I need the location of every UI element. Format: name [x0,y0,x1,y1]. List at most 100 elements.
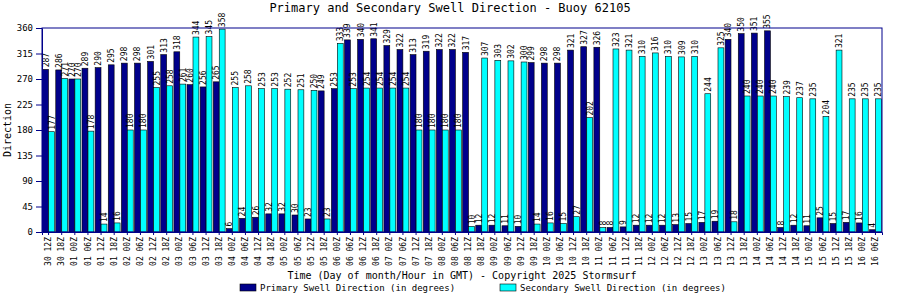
data-label: 23 [323,207,332,217]
bar [495,60,501,232]
tick: 10 06Z [556,232,565,266]
tick-label: 12 06Z [661,237,670,266]
data-label: 301 [147,45,156,60]
tick: 15 00Z [805,232,814,266]
data-label: 177 [48,115,57,130]
bar [240,218,246,232]
data-label: 16 [855,211,864,221]
tick: 06 12Z [359,232,368,266]
tick-label: 10 06Z [556,237,565,266]
data-label: 253 [330,72,339,87]
data-label: 4 [868,223,877,228]
bar [154,88,160,233]
data-label: 309 [678,40,687,55]
bar [436,50,442,232]
bar [521,62,527,232]
bar [534,224,540,232]
bar [62,78,68,232]
tick: 12 00Z [648,232,657,266]
data-label: 319 [422,35,431,50]
tick: 15 12Z [832,232,841,266]
tick-mark [626,232,627,235]
bar [463,52,469,232]
tick-mark [507,232,508,235]
data-label: 253 [271,72,280,87]
tick-label: 03 06Z [188,237,197,266]
data-label: 251 [297,73,306,88]
bar [88,131,94,232]
data-label: 18 [730,210,739,220]
bar [568,50,574,232]
bar [784,97,790,232]
data-label: 317 [462,36,471,51]
data-label: 14 [533,212,542,222]
tick: 08 12Z [464,232,473,266]
tick: 03 12Z [202,232,211,266]
tick-label: 07 12Z [412,237,421,266]
bar [770,96,776,232]
tick-mark [153,232,154,235]
tick-mark [534,232,535,235]
tick-mark [481,232,482,235]
legend-item: Secondary Swell Direction (in degrees) [500,283,726,293]
tick-label: 09 12Z [517,237,526,266]
bar [607,227,613,232]
bar [108,65,114,232]
tick-mark [48,232,49,235]
bar [377,88,383,232]
tick-label: 09 00Z [490,237,499,266]
tick-mark [402,232,403,235]
tick-mark [87,232,88,235]
bar [528,63,534,232]
tick-mark [678,232,679,235]
bar [450,50,456,232]
data-label: 6 [225,222,234,227]
bar [699,222,705,232]
data-label: 235 [809,82,818,97]
bar [686,224,692,233]
tick: 07 12Z [412,232,421,266]
tick: 270 [17,74,42,84]
tick-mark [36,156,42,157]
bar [712,221,718,232]
tick-mark [547,232,548,235]
data-label: 350 [737,17,746,32]
bar [508,61,514,232]
bar [673,225,679,232]
x-axis: 30 12Z30 18Z01 00Z01 06Z01 12Z01 18Z02 0… [43,232,883,266]
tick-mark [192,232,193,235]
tick: 09 12Z [517,232,526,266]
tick-label: 13 00Z [700,237,709,266]
data-label: 345 [205,20,214,35]
tick-label: 09 06Z [503,237,512,266]
tick-mark [560,232,561,235]
bar [82,68,88,232]
tick: 03 18Z [215,232,224,266]
data-label: 321 [835,33,844,48]
tick: 13 00Z [700,232,709,266]
bar [200,87,206,232]
tick-mark [836,232,837,235]
tick-label: 05 18Z [320,237,329,266]
tick: 15 18Z [845,232,854,266]
tick-mark [337,232,338,235]
bar [797,98,803,232]
data-label: 271 [61,62,70,77]
bar [69,79,75,232]
data-label: 295 [107,48,116,63]
data-label: 322 [396,33,405,48]
tick: 03 06Z [188,232,197,266]
tick-mark [862,232,863,235]
tick: 01 12Z [97,232,106,266]
bar [232,88,238,233]
data-label: 9 [619,220,628,225]
tick-mark [36,181,42,182]
data-label: 358 [218,13,227,28]
bar [613,49,619,232]
data-label: 244 [704,77,713,92]
bar [403,88,409,232]
tick: 05 00Z [280,232,289,266]
bar [482,58,488,232]
data-label: 15 [685,212,694,222]
data-label: 310 [664,40,673,55]
